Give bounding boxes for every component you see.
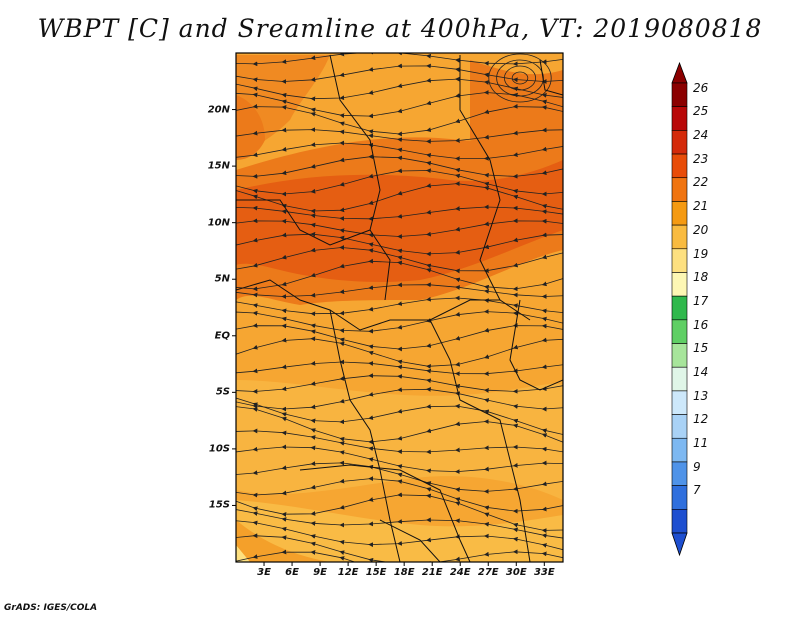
colorbar-label: 7 bbox=[693, 483, 701, 498]
streamline-vortex bbox=[503, 65, 536, 91]
colorbar-segment bbox=[671, 509, 688, 534]
colorbar-label: 21 bbox=[693, 199, 709, 214]
lon-tick-label: 30E bbox=[505, 567, 527, 578]
colorbar-label: 24 bbox=[693, 128, 709, 143]
country-borders bbox=[236, 54, 563, 562]
colorbar-segment bbox=[671, 390, 688, 415]
wbpt-field bbox=[236, 53, 563, 562]
colorbar-top-arrow bbox=[671, 61, 688, 84]
credit-text: GrADS: IGES/COLA bbox=[4, 603, 98, 613]
map-frame bbox=[235, 52, 564, 563]
colorbar-segment bbox=[671, 461, 688, 486]
colorbar-label: 15 bbox=[693, 341, 709, 356]
colorbar-label: 19 bbox=[693, 246, 709, 261]
colorbar-label: 11 bbox=[693, 436, 709, 450]
lat-tick-label: 15S bbox=[208, 499, 230, 511]
lon-tick-label: 18E bbox=[393, 567, 415, 578]
colorbar-label: 16 bbox=[693, 317, 709, 332]
colorbar-label: 26 bbox=[693, 80, 709, 95]
colorbar-segment bbox=[671, 248, 688, 273]
lon-tick-label: 15E bbox=[365, 567, 387, 578]
streamline bbox=[236, 549, 547, 562]
streamline-vortex bbox=[488, 53, 552, 103]
colorbar-label: 25 bbox=[693, 104, 709, 119]
colorbar-segment bbox=[671, 366, 688, 392]
colorbar-label: 20 bbox=[693, 222, 709, 237]
lat-tick-label: 5S bbox=[215, 386, 230, 398]
colorbar-segment bbox=[671, 106, 688, 131]
lat-tick-label: 20N bbox=[207, 104, 230, 116]
lat-tick-label: 15N bbox=[207, 160, 230, 172]
lon-tick-label: 9E bbox=[313, 567, 327, 578]
colorbar-label: 9 bbox=[693, 459, 701, 474]
colorbar-segment bbox=[671, 201, 688, 226]
colorbar-segment bbox=[671, 82, 688, 107]
colorbar bbox=[671, 61, 688, 557]
colorbar-segment bbox=[671, 319, 688, 344]
streamline bbox=[236, 127, 563, 144]
lon-tick-label: 27E bbox=[477, 567, 499, 578]
colorbar-segment bbox=[671, 272, 688, 297]
lon-tick-label: 3E bbox=[257, 567, 271, 578]
colorbar-label: 17 bbox=[693, 293, 709, 308]
colorbar-segment bbox=[671, 485, 688, 510]
lon-tick-label: 21E bbox=[421, 567, 443, 578]
colorbar-segment bbox=[671, 130, 688, 155]
lon-tick-label: 12E bbox=[337, 567, 359, 578]
lon-tick-label: 33E bbox=[533, 567, 555, 578]
lat-tick-label: 10N bbox=[207, 217, 230, 229]
lat-tick-label: EQ bbox=[214, 330, 230, 342]
streamlines bbox=[236, 53, 563, 562]
axis-ticks bbox=[232, 109, 545, 566]
colorbar-segment bbox=[671, 437, 688, 463]
colorbar-label: 13 bbox=[693, 388, 709, 403]
colorbar-label: 22 bbox=[693, 175, 709, 190]
lon-tick-label: 24E bbox=[449, 567, 471, 578]
colorbar-segment bbox=[671, 414, 688, 439]
colorbar-segment bbox=[671, 295, 688, 321]
colorbar-label: 18 bbox=[693, 270, 709, 285]
colorbar-label: 12 bbox=[693, 412, 709, 427]
streamline bbox=[236, 204, 563, 222]
streamline-vortex bbox=[511, 71, 529, 85]
colorbar-segment bbox=[671, 177, 688, 202]
lat-tick-label: 5N bbox=[214, 273, 230, 285]
colorbar-segment bbox=[671, 224, 688, 250]
colorbar-bottom-arrow bbox=[671, 532, 688, 557]
colorbar-segment bbox=[671, 343, 688, 368]
lon-tick-label: 6E bbox=[285, 567, 299, 578]
map-title: WBPT [C] and Sreamline at 400hPa, VT: 20… bbox=[37, 14, 763, 43]
lat-tick-label: 10S bbox=[208, 443, 230, 455]
colorbar-label: 23 bbox=[693, 151, 709, 166]
colorbar-segment bbox=[671, 153, 688, 179]
colorbar-label: 14 bbox=[693, 364, 709, 379]
